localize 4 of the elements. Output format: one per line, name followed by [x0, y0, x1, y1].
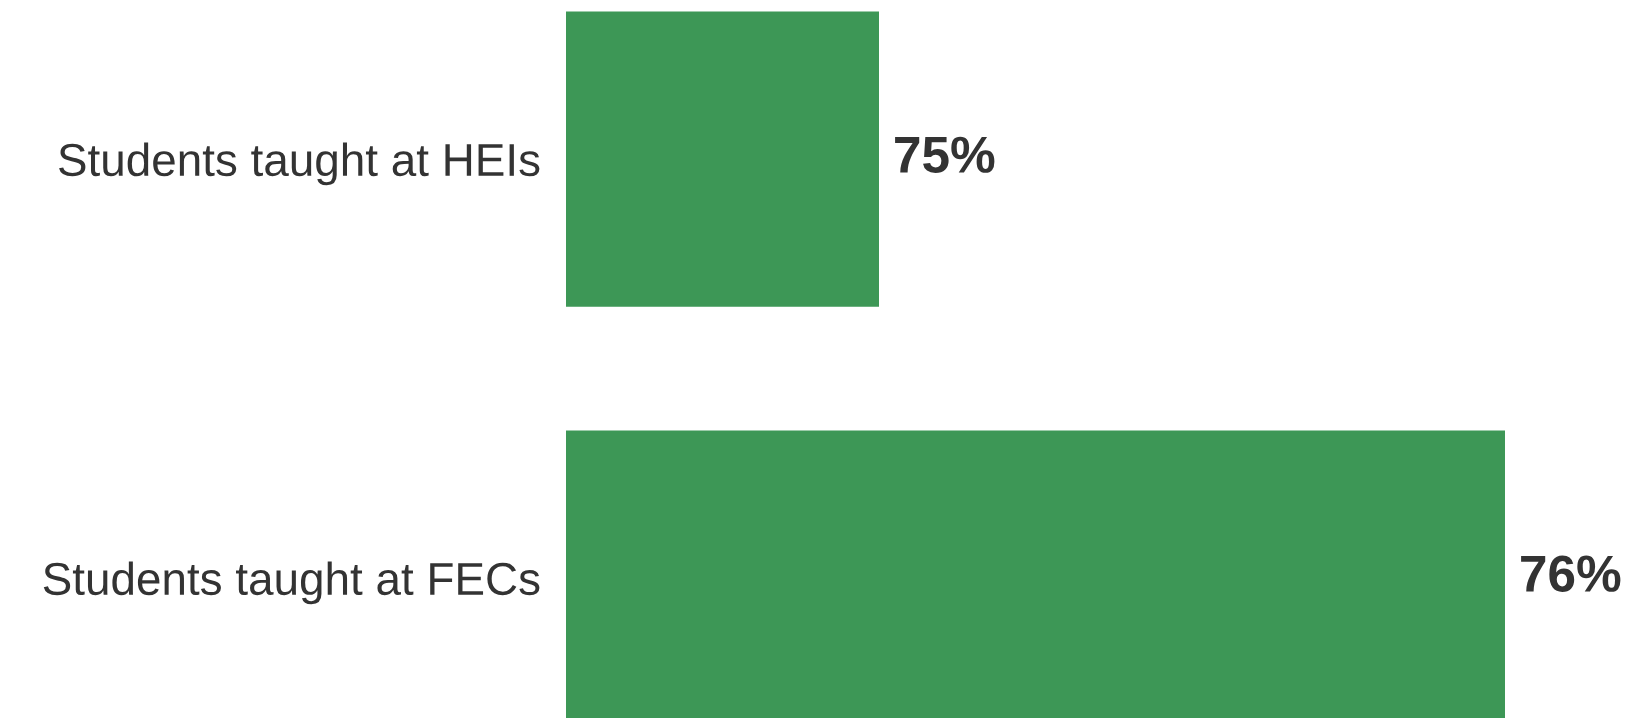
y-tick-label: Students taught at HEIs — [59, 142, 540, 186]
data-label: 75% — [895, 136, 995, 173]
y-tick-label: Students taught at FECs — [43, 561, 540, 605]
data-label: 76% — [1521, 555, 1621, 592]
